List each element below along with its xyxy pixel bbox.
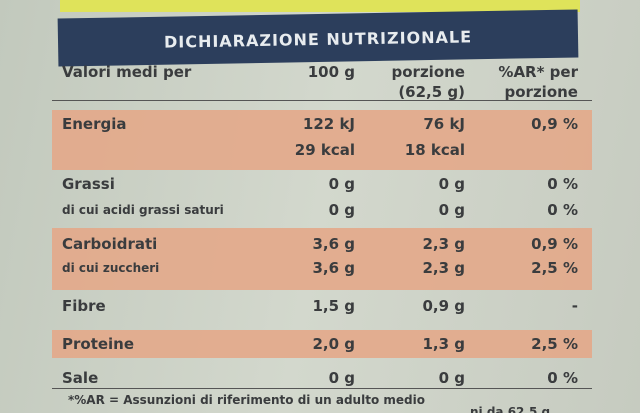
- cell: 0,9 %: [531, 115, 578, 133]
- row-label: Grassi: [62, 175, 115, 193]
- row-label: Carboidrati: [62, 235, 158, 253]
- cell: 0 g: [438, 369, 465, 387]
- rule: [52, 100, 592, 101]
- column-header: porzione: [504, 83, 578, 101]
- rule: [52, 388, 592, 389]
- footnote: *%AR = Assunzioni di riferimento di un a…: [68, 393, 425, 407]
- row-label: di cui zuccheri: [62, 261, 160, 275]
- cell: 0,9 g: [422, 297, 465, 315]
- cell: 1,5 g: [312, 297, 355, 315]
- cell: 0 g: [328, 369, 355, 387]
- footnote: ni da 62,5 g: [470, 405, 551, 413]
- cell: 2,3 g: [422, 259, 465, 277]
- row-label: Fibre: [62, 297, 106, 315]
- cell: 0 g: [438, 175, 465, 193]
- cell: 3,6 g: [312, 259, 355, 277]
- row-label: Proteine: [62, 335, 135, 353]
- row-label: di cui acidi grassi saturi: [62, 203, 224, 217]
- row-band: [52, 330, 592, 358]
- cell: 0,9 %: [531, 235, 578, 253]
- cell: 0 g: [328, 175, 355, 193]
- yellow-strip: [60, 0, 580, 12]
- column-header: %AR* per: [498, 63, 578, 81]
- column-header: (62,5 g): [398, 83, 465, 101]
- cell: 0 %: [547, 175, 578, 193]
- cell: -: [571, 297, 578, 315]
- cell: 1,3 g: [422, 335, 465, 353]
- cell: 2,3 g: [422, 235, 465, 253]
- cell: 0 g: [328, 201, 355, 219]
- column-header: 100 g: [307, 63, 355, 81]
- title: DICHIARAZIONE NUTRIZIONALE: [163, 27, 473, 52]
- cell: 0 g: [438, 201, 465, 219]
- column-header: Valori medi per: [62, 63, 192, 81]
- cell: 3,6 g: [312, 235, 355, 253]
- row-label: Energia: [62, 115, 127, 133]
- cell: 0 %: [547, 369, 578, 387]
- cell: 18 kcal: [404, 141, 465, 159]
- column-header: porzione: [391, 63, 465, 81]
- cell: 2,0 g: [312, 335, 355, 353]
- row-band: [52, 228, 592, 290]
- title-band: DICHIARAZIONE NUTRIZIONALE: [57, 9, 579, 67]
- row-label: Sale: [62, 369, 99, 387]
- cell: 2,5 %: [531, 335, 578, 353]
- row-band: [52, 110, 592, 170]
- cell: 29 kcal: [294, 141, 355, 159]
- cell: 2,5 %: [531, 259, 578, 277]
- cell: 122 kJ: [302, 115, 355, 133]
- cell: 76 kJ: [423, 115, 465, 133]
- cell: 0 %: [547, 201, 578, 219]
